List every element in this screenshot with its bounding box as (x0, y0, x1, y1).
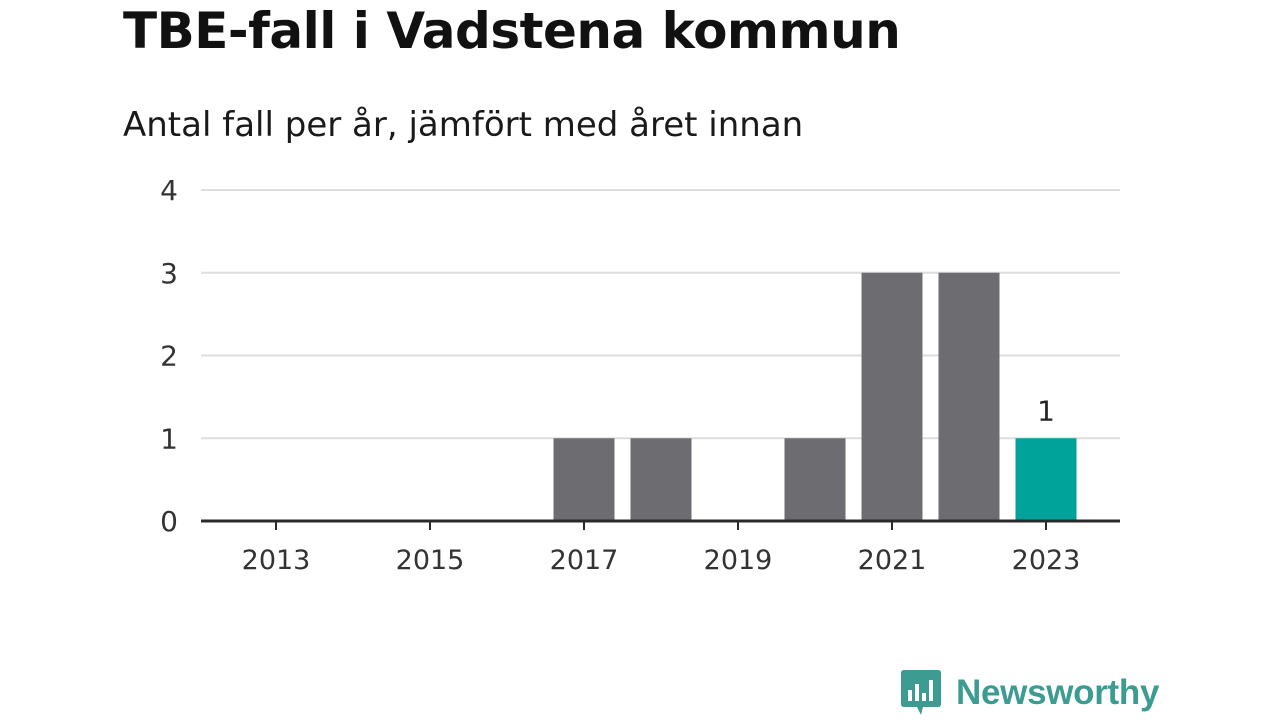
brand-name: Newsworthy (956, 673, 1160, 712)
bar-2021 (861, 272, 923, 521)
bar-2023 (1015, 438, 1077, 521)
data-label: 1 (1037, 394, 1055, 427)
x-tick-label: 2017 (550, 545, 619, 576)
x-tick-label: 2013 (242, 545, 311, 576)
x-tick-label: 2021 (858, 545, 927, 576)
chart-subtitle: Antal fall per år, jämfört med året inna… (123, 105, 804, 145)
bar-2018 (630, 438, 692, 521)
bar-chart-speech-bubble-icon (901, 670, 941, 715)
x-tick-label: 2015 (396, 545, 465, 576)
bar-2022 (938, 272, 1000, 521)
axes (201, 519, 1120, 530)
bars (553, 272, 1077, 521)
bar-2020 (784, 438, 846, 521)
y-tick-label: 0 (160, 505, 178, 538)
brand-logo: Newsworthy (900, 668, 1159, 718)
bar-2017 (553, 438, 615, 521)
y-tick-label: 3 (160, 257, 178, 290)
chart-title: TBE-fall i Vadstena kommun (123, 2, 901, 60)
y-tick-label: 2 (160, 340, 178, 373)
y-tick-label: 1 (160, 422, 178, 455)
x-tick-label: 2019 (704, 545, 773, 576)
labels: 0 1 2 3 4 2013 2015 2017 2019 2021 2023 1 (160, 174, 1080, 576)
y-tick-label: 4 (160, 174, 178, 207)
x-tick-label: 2023 (1012, 545, 1081, 576)
